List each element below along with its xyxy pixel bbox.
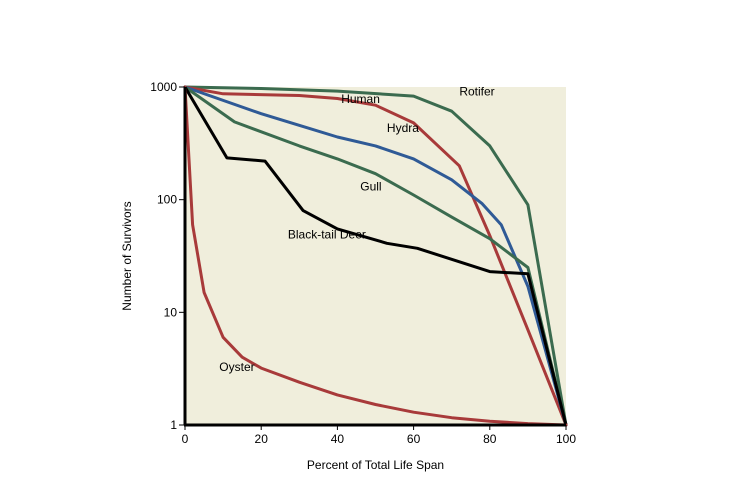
x-tick-label: 80 bbox=[483, 432, 497, 446]
series-line-black-tail-deer bbox=[183, 85, 568, 427]
series-label-human: Human bbox=[341, 92, 380, 106]
y-tick-label: 100 bbox=[157, 193, 177, 207]
y-axis-title: Number of Survivors bbox=[120, 201, 134, 310]
series-line-gull bbox=[183, 85, 568, 427]
y-tick-label: 1000 bbox=[150, 80, 177, 94]
series-label-black-tail-deer: Black-tail Deer bbox=[288, 228, 366, 242]
x-ticks: 0 20 40 60 80 100 bbox=[182, 425, 576, 446]
y-ticks: 1 10 100 1000 bbox=[150, 80, 185, 432]
series-label-gull: Gull bbox=[360, 180, 381, 194]
plot-background bbox=[185, 87, 566, 425]
x-tick-label: 60 bbox=[407, 432, 421, 446]
y-tick-label: 10 bbox=[164, 305, 178, 319]
series-line-human bbox=[183, 85, 568, 427]
x-tick-label: 20 bbox=[255, 432, 269, 446]
x-tick-label: 40 bbox=[331, 432, 345, 446]
series-line-oyster bbox=[183, 85, 568, 427]
series-labels: Rotifer Human Hydra Gull Black-tail Deer Oyst… bbox=[219, 85, 494, 375]
y-tick-label: 1 bbox=[170, 418, 177, 432]
x-tick-label: 0 bbox=[182, 432, 189, 446]
series-label-hydra: Hydra bbox=[387, 121, 419, 135]
series-label-rotifer: Rotifer bbox=[459, 85, 494, 99]
x-tick-label: 100 bbox=[556, 432, 576, 446]
x-axis-title: Percent of Total Life Span bbox=[307, 458, 444, 472]
series-line-rotifer bbox=[183, 85, 568, 427]
series-layer bbox=[183, 85, 568, 427]
series-label-oyster: Oyster bbox=[219, 360, 254, 374]
